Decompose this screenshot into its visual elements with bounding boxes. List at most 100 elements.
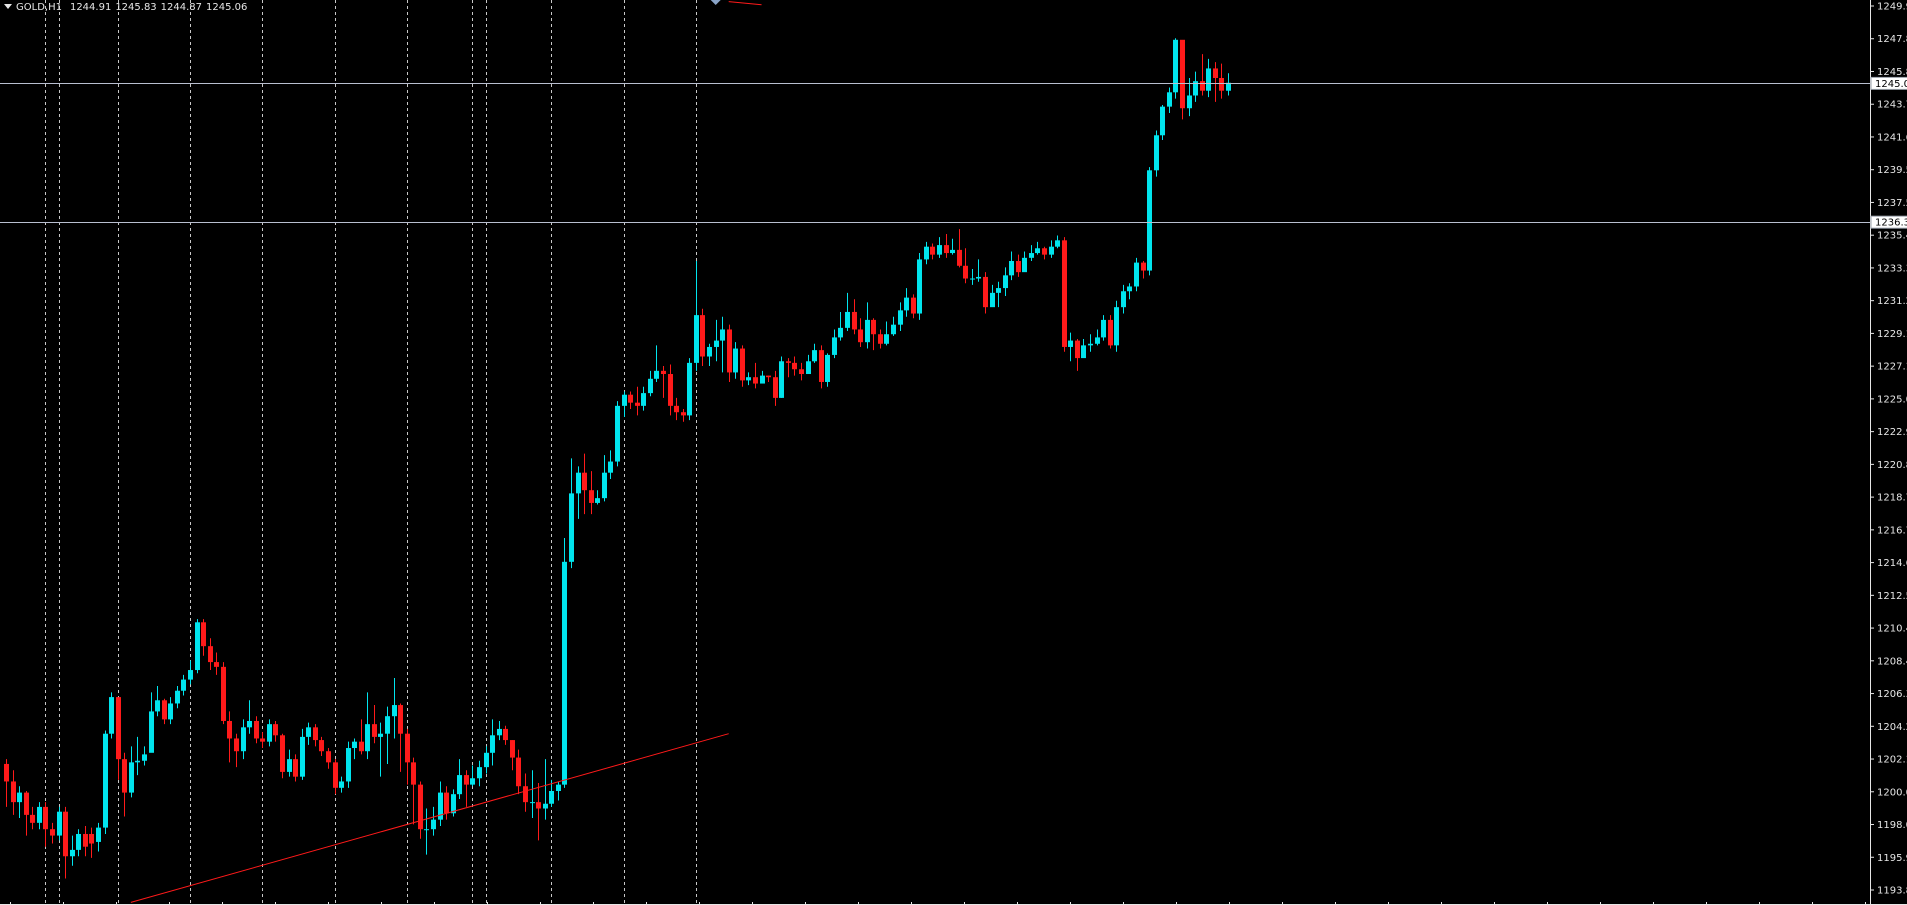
candle-body [1200,81,1205,91]
candle-body [359,741,364,752]
candle-body [1187,95,1192,109]
candle-body [313,727,318,741]
price-tag-label: 1245.06 [1875,79,1907,90]
y-tick-label: 1237.5 [1877,198,1907,209]
candle-body [1154,135,1159,171]
trendline [728,1,762,6]
candle-body [746,377,751,381]
candle-body [227,720,232,739]
candle-body [339,781,344,788]
candle-body [530,802,535,804]
candle-body [1016,261,1021,273]
candle-body [832,337,837,355]
y-tick-label: 1214.6 [1877,558,1907,569]
candle-body [293,759,298,777]
top-marker-icon [710,0,721,5]
candle-body [891,324,896,335]
candle-body [661,370,666,375]
candle-body [1029,253,1034,258]
candle-body [477,767,482,779]
candle-body [556,784,561,791]
candle-body [628,394,633,403]
y-tick-label: 1193.8 [1877,886,1907,897]
candle-body [1134,262,1139,287]
candle-body [562,561,567,785]
candle-body [714,340,719,347]
candle-body [221,666,226,721]
candle-body [372,724,377,737]
candle-body [674,405,679,413]
candle-body [438,792,443,820]
price-tag-label: 1236.34 [1875,218,1907,229]
candle-body [1049,246,1054,255]
candle-body [1180,39,1185,109]
candle-body [806,361,811,375]
candle-body [1219,77,1224,91]
y-tick-label: 1206.3 [1877,689,1907,700]
candle-body [950,249,955,254]
candle-body [1095,337,1100,344]
y-tick-label: 1204.2 [1877,722,1907,733]
candle-body [464,775,469,785]
candle-body [17,792,22,803]
candle-body [1009,261,1014,276]
candle-body [516,757,521,787]
triangle-down-icon[interactable] [4,4,12,9]
candle-body [668,374,673,406]
candle-body [648,378,653,394]
candle-body [753,377,758,384]
candle-body [707,346,712,357]
candle-body [378,733,383,737]
candle-body [4,763,9,782]
high-price: 1245.83 [115,2,157,13]
candle-body [135,760,140,763]
candle-body [346,748,351,782]
candle-body [168,703,173,720]
candle-body [536,802,541,809]
y-tick-label: 1212.5 [1877,591,1907,602]
y-tick-label: 1208.4 [1877,656,1907,667]
candle-body [687,362,692,416]
candle-body [70,849,75,857]
candle-body [1062,240,1067,347]
candle-body [470,778,475,785]
candle-body [911,297,916,314]
candle-body [589,490,594,503]
candle-body [451,794,456,814]
candle-body [142,754,147,761]
y-tick-label: 1202.1 [1877,755,1907,766]
candle-body [727,329,732,373]
y-tick-label: 1243.7 [1877,100,1907,111]
low-price: 1244.87 [160,2,203,13]
candle-body [720,329,725,341]
y-tick-label: 1247.8 [1877,34,1907,45]
candle-body [247,720,252,728]
candle-body [352,741,357,749]
candle-body [11,781,16,803]
y-tick-label: 1216.7 [1877,525,1907,536]
y-tick-label: 1235.4 [1877,231,1907,242]
candle-body [878,334,883,344]
candle-body [766,375,771,378]
candle-body [595,498,600,503]
candle-body [1035,248,1040,254]
y-tick-label: 1218.7 [1877,493,1907,504]
candle-body [1147,170,1152,271]
candle-body [1160,106,1165,136]
candle-body [1206,68,1211,91]
candle-body [267,724,272,742]
candle-body [181,679,186,691]
candle-body [1108,319,1113,346]
candle-body [155,700,160,712]
candle-body [792,362,797,370]
candle-body [37,806,42,823]
candle-body [57,811,62,836]
candle-body [109,697,114,734]
candle-body [773,377,778,398]
candle-body [96,827,101,842]
y-tick-label: 1229.1 [1877,329,1907,340]
candle-body [996,288,1001,293]
candle-body [175,690,180,704]
